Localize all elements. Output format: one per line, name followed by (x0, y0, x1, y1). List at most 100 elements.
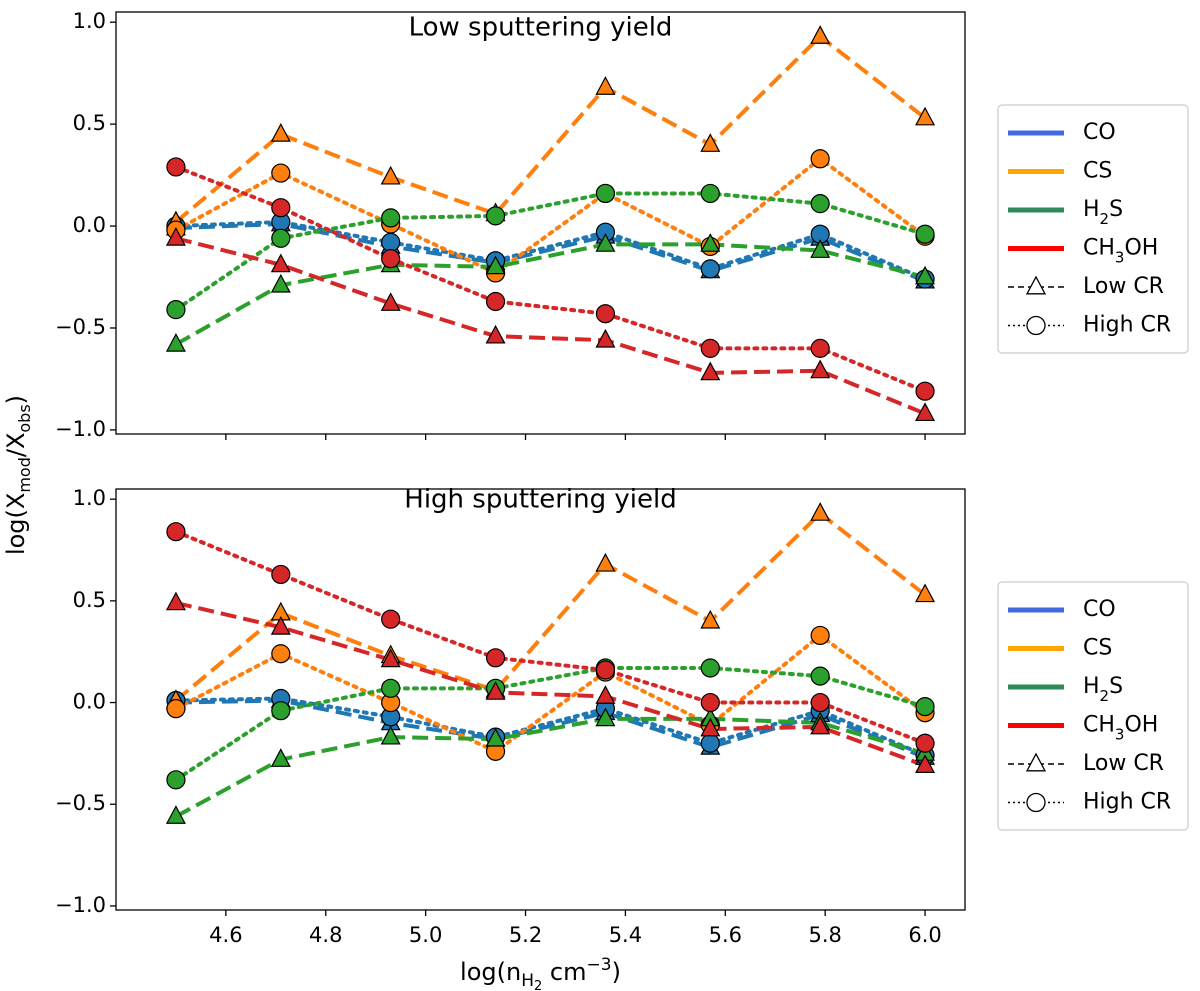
legend: CO CS H2S CH3OH Low CR High CR (997, 581, 1189, 831)
series-markers (165, 502, 936, 824)
series-line-ch3oh-low-cr (175, 236, 926, 416)
data-point-h2s-low-cr (810, 239, 831, 258)
data-point-cs-high-cr (810, 625, 830, 646)
legend-label-low-cr: Low CR (1083, 751, 1164, 776)
y-tick-label: −1.0 (55, 417, 106, 441)
data-point-ch3oh-low-cr (915, 754, 936, 774)
data-point-cs-high-cr (166, 699, 186, 719)
data-point-ch3oh-high-cr (595, 304, 616, 324)
legend-box (997, 104, 1189, 354)
data-point-cs-low-cr (810, 25, 831, 44)
data-point-ch3oh-low-cr (485, 324, 506, 344)
data-point-co-high-cr (381, 232, 401, 252)
data-point-co-high-cr (700, 733, 720, 753)
data-point-ch3oh-high-cr (810, 692, 830, 713)
data-point-cs-low-cr (915, 583, 936, 603)
panel-low-sputtering: Low sputtering yield1.00.50.0−0.5−1.0COC… (55, 9, 1189, 441)
x-tick-label: 5.4 (609, 923, 642, 947)
data-point-ch3oh-high-cr (271, 564, 291, 585)
data-point-cs-low-cr (595, 76, 616, 95)
data-point-ch3oh-high-cr (700, 338, 720, 358)
data-point-h2s-low-cr (485, 255, 506, 275)
y-tick-label: −0.5 (55, 315, 106, 339)
data-point-h2s-low-cr (595, 233, 616, 252)
data-point-h2s-high-cr (485, 206, 506, 226)
data-point-h2s-high-cr (381, 208, 401, 228)
y-tick-label: 0.0 (73, 213, 106, 237)
y-axis-label: log(Xmod/Xobs) (2, 395, 34, 555)
data-point-ch3oh-low-cr (165, 226, 186, 246)
legend-label-h2s: H2S (1083, 197, 1123, 228)
series-lines (173, 33, 928, 416)
x-tick-label: 5.8 (808, 923, 841, 947)
data-point-h2s-low-cr (380, 725, 401, 745)
series-line-h2s-low-cr (174, 716, 926, 819)
series-line-ch3oh-low-cr (175, 600, 926, 768)
data-point-ch3oh-low-cr (380, 648, 401, 668)
legend-label-high-cr: High CR (1083, 313, 1171, 338)
x-axis-label: log(nH2 cm−3) (460, 955, 621, 991)
axes-frame (115, 488, 966, 911)
series-line-co-high-cr (173, 696, 928, 758)
data-point-cs-low-cr (810, 502, 831, 521)
data-point-ch3oh-low-cr (810, 715, 831, 735)
data-point-h2s-low-cr (700, 233, 721, 252)
data-point-h2s-high-cr (810, 666, 830, 686)
y-tick-label: −1.0 (55, 893, 106, 917)
legend-label-ch3oh: CH3OH (1083, 713, 1158, 744)
data-point-h2s-high-cr (381, 678, 401, 698)
series-line-cs-low-cr (174, 33, 927, 224)
data-point-ch3oh-low-cr (165, 591, 186, 611)
data-point-ch3oh-low-cr (270, 253, 291, 273)
data-point-ch3oh-low-cr (700, 717, 721, 737)
x-tick-label: 6.0 (908, 923, 941, 947)
x-tick-label: 5.6 (709, 923, 742, 947)
data-point-ch3oh-low-cr (270, 615, 291, 635)
data-point-cs-low-cr (595, 552, 616, 572)
data-point-h2s-high-cr (595, 183, 616, 204)
data-point-ch3oh-high-cr (810, 338, 830, 358)
data-point-ch3oh-high-cr (485, 648, 506, 668)
y-tick-label: 0.5 (73, 111, 106, 135)
data-point-h2s-high-cr (166, 770, 186, 790)
series-lines (173, 510, 928, 819)
legend-label-co: CO (1083, 120, 1116, 145)
series-line-cs-high-cr (173, 632, 928, 754)
series-line-co-low-cr (175, 698, 926, 760)
x-tick-label: 5.2 (509, 923, 542, 947)
data-point-h2s-low-cr (270, 273, 291, 293)
data-point-ch3oh-high-cr (915, 733, 935, 753)
legend: CO CS H2S CH3OH Low CR High CR (997, 104, 1189, 354)
data-point-h2s-high-cr (915, 697, 935, 717)
data-point-cs-high-cr (271, 163, 291, 183)
y-tick-label: −0.5 (55, 791, 106, 815)
x-tick-label: 4.6 (209, 923, 242, 947)
series-line-ch3oh-high-cr (173, 529, 928, 746)
legend-marker-triangle (1025, 752, 1047, 772)
data-point-ch3oh-high-cr (271, 198, 291, 218)
data-point-co-high-cr (700, 259, 720, 279)
data-point-ch3oh-low-cr (700, 361, 721, 381)
data-point-h2s-high-cr (810, 194, 830, 214)
data-point-ch3oh-low-cr (595, 685, 616, 704)
y-tick-label: 1.0 (73, 9, 106, 33)
data-point-ch3oh-high-cr (166, 157, 186, 177)
data-point-cs-low-cr (700, 133, 721, 152)
y-tick-label: 1.0 (73, 486, 106, 510)
data-point-cs-low-cr (380, 165, 401, 185)
data-point-h2s-low-cr (165, 332, 186, 352)
data-point-h2s-high-cr (271, 701, 291, 721)
x-tick-label: 5.0 (409, 923, 442, 947)
data-point-ch3oh-low-cr (485, 681, 506, 700)
legend-label-ch3oh: CH3OH (1083, 236, 1158, 267)
data-point-h2s-low-cr (915, 265, 936, 285)
legend-label-low-cr: Low CR (1083, 274, 1164, 299)
legend-label-high-cr: High CR (1083, 790, 1171, 815)
axes-frame (115, 11, 966, 435)
series-line-cs-low-cr (174, 510, 927, 703)
data-point-h2s-low-cr (270, 748, 291, 767)
series-line-h2s-high-cr (173, 191, 928, 312)
panel-high-sputtering: High sputtering yield1.00.50.0−0.5−1.04.… (2, 395, 1189, 991)
data-point-ch3oh-low-cr (915, 402, 936, 422)
